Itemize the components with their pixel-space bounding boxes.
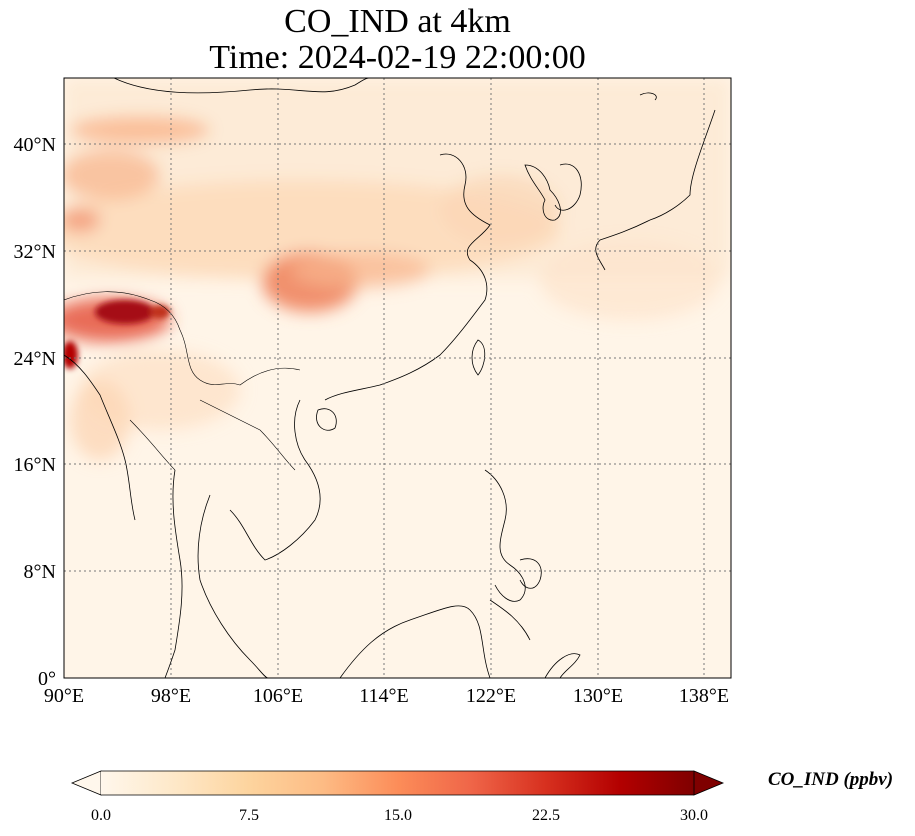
colorbar-tick-label: 15.0 (384, 807, 412, 824)
y-tick-label: 24°N (14, 348, 56, 370)
map-frame (63, 77, 732, 679)
y-tick-label: 8°N (24, 561, 56, 583)
x-tick-label: 114°E (359, 685, 408, 707)
x-tick-label: 106°E (253, 685, 303, 707)
colorbar-tick-label: 30.0 (680, 807, 708, 824)
x-tick-label: 90°E (44, 685, 84, 707)
colorbar-label: CO_IND (ppbv) (768, 769, 894, 790)
colorbar-tick-label: 7.5 (239, 807, 259, 824)
x-tick-label: 122°E (466, 685, 516, 707)
y-axis: 0° 8°N 16°N 24°N 32°N 40°N (14, 134, 56, 690)
y-tick-label: 16°N (14, 454, 56, 476)
colorbar-gradient (101, 771, 694, 795)
coastlines (64, 78, 716, 678)
map-title-line2: Time: 2024-02-19 22:00:00 (209, 39, 586, 76)
gridlines (64, 78, 731, 678)
colorbar: 0.0 7.5 15.0 22.5 30.0 (70, 770, 725, 824)
map-title-line1: CO_IND at 4km (284, 3, 511, 40)
concentration-field (64, 78, 731, 460)
y-tick-label: 0° (38, 668, 56, 690)
x-tick-label: 98°E (151, 685, 191, 707)
y-tick-label: 40°N (14, 134, 56, 156)
x-tick-label: 130°E (573, 685, 623, 707)
colorbar-extend-max (693, 770, 725, 796)
colorbar-tick-label: 0.0 (91, 807, 111, 824)
x-tick-label: 138°E (679, 685, 729, 707)
colorbar-extend-min (70, 770, 102, 796)
y-tick-label: 32°N (14, 241, 56, 263)
colorbar-tick-label: 22.5 (532, 807, 560, 824)
x-axis: 90°E 98°E 106°E 114°E 122°E 130°E 138°E (44, 685, 729, 707)
